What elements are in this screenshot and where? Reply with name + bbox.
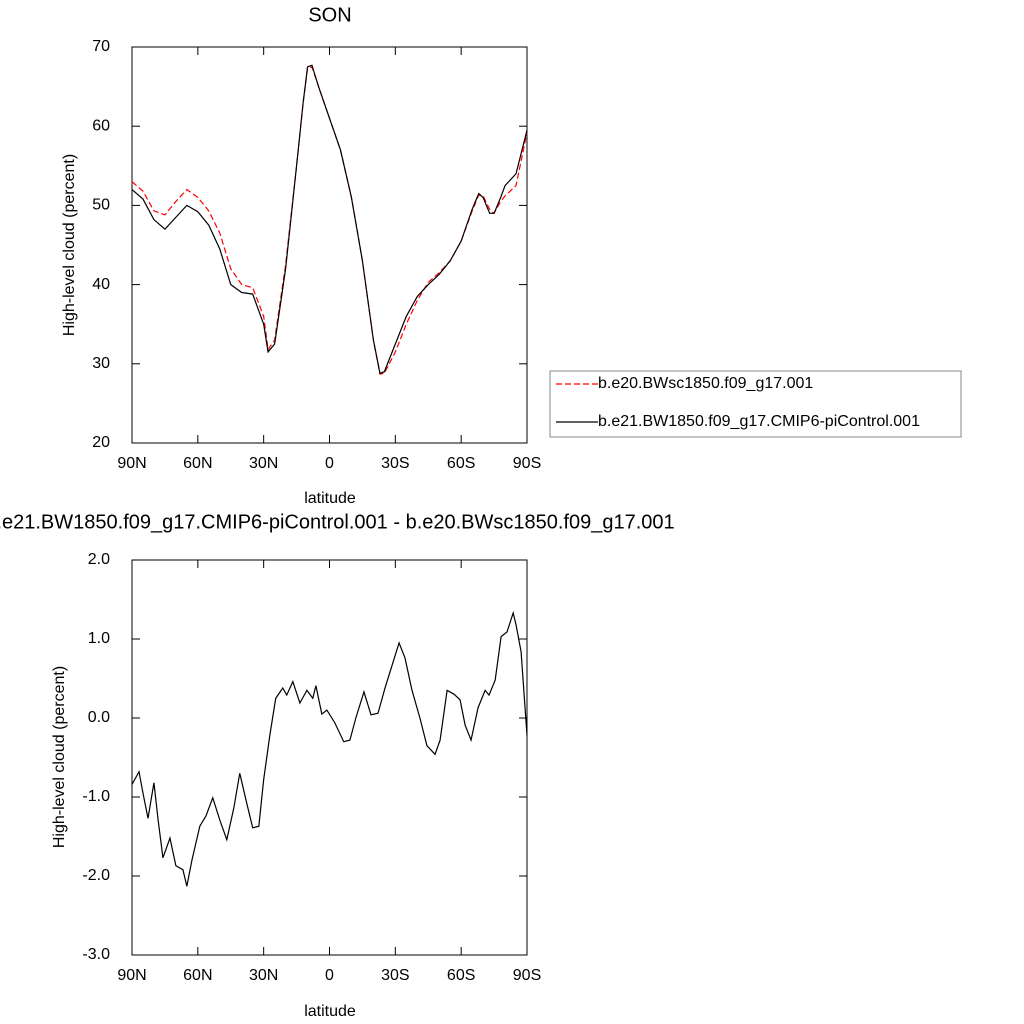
data-line xyxy=(131,64,528,375)
legend-label: b.e21.BW1850.f09_g17.CMIP6-piControl.001 xyxy=(598,413,920,430)
x-tick-label: 0 xyxy=(325,455,334,472)
x-axis-label: latitude xyxy=(304,1003,356,1020)
legend-label: b.e20.BWsc1850.f09_g17.001 xyxy=(598,375,813,392)
y-tick-label: 40 xyxy=(92,276,110,293)
y-tick-label: -3.0 xyxy=(82,946,110,963)
x-tick-label: 90S xyxy=(513,455,541,472)
plot-frame xyxy=(131,559,528,956)
plot-frame xyxy=(131,46,528,444)
y-tick-label: 30 xyxy=(92,355,110,372)
legend-box xyxy=(549,370,962,438)
y-axis-label: High-level cloud (percent) xyxy=(61,154,78,336)
chart-title: b.e21.BW1850.f09_g17.CMIP6-piControl.001… xyxy=(0,511,675,533)
x-tick-label: 90N xyxy=(117,455,146,472)
x-tick-label: 60N xyxy=(183,967,212,984)
x-tick-label: 30S xyxy=(381,455,409,472)
x-axis-label: latitude xyxy=(304,490,356,507)
x-tick-label: 60S xyxy=(447,967,475,984)
y-tick-label: 20 xyxy=(92,434,110,451)
y-axis-label: High-level cloud (percent) xyxy=(51,666,68,848)
x-tick-label: 0 xyxy=(325,967,334,984)
y-tick-label: 1.0 xyxy=(88,630,110,647)
y-tick-label: 0.0 xyxy=(88,709,110,726)
x-tick-label: 90S xyxy=(513,967,541,984)
y-tick-label: -1.0 xyxy=(82,788,110,805)
x-tick-label: 90N xyxy=(117,967,146,984)
y-tick-label: 60 xyxy=(92,117,110,134)
chart-title: SON xyxy=(308,4,351,26)
y-tick-label: 70 xyxy=(92,38,110,55)
x-tick-label: 30S xyxy=(381,967,409,984)
x-tick-label: 30N xyxy=(249,967,278,984)
y-tick-label: 50 xyxy=(92,197,110,214)
data-line xyxy=(131,610,528,887)
x-tick-label: 60N xyxy=(183,455,212,472)
x-tick-label: 60S xyxy=(447,455,475,472)
y-tick-label: -2.0 xyxy=(82,867,110,884)
x-tick-label: 30N xyxy=(249,455,278,472)
y-tick-label: 2.0 xyxy=(88,551,110,568)
